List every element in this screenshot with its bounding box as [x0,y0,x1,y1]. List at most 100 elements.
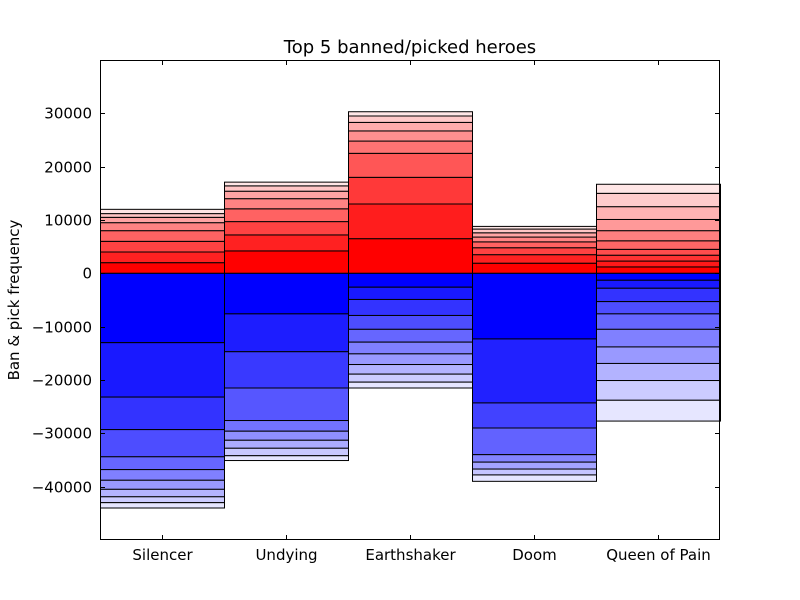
ban-segment [100,396,225,431]
ban-segment [348,381,473,389]
pick-segment [100,213,225,218]
pick-segment [596,240,721,250]
ban-segment [100,342,225,398]
ban-segment [348,298,473,316]
ban-segment [224,439,349,449]
x-tick-label: Silencer [132,546,193,564]
pick-segment [348,176,473,205]
pick-segment [472,262,597,274]
ban-segment [100,469,225,481]
ban-segment [100,502,225,509]
ban-segment [348,373,473,383]
pick-segment [596,192,721,208]
ban-segment [348,328,473,343]
pick-segment [224,221,349,236]
ban-segment [224,387,349,422]
ban-segment [224,351,349,389]
y-tick-label: 10000 [44,212,92,230]
y-tick-label: 30000 [44,105,92,123]
ban-segment [472,402,597,429]
pick-segment [100,240,225,253]
pick-segment [596,248,721,256]
pick-segment [100,251,225,264]
ban-segment [224,420,349,432]
ban-segment [100,456,225,471]
ban-segment [100,496,225,504]
x-tick-label: Doom [512,546,557,564]
ban-segment [472,338,597,404]
pick-segment [596,206,721,220]
pick-segment [596,218,721,232]
ban-segment [596,346,721,364]
ban-segment [348,314,473,330]
ban-segment [596,399,721,422]
ban-segment [472,272,597,340]
pick-segment [100,208,225,215]
pick-segment [596,183,721,194]
bars-layer [100,111,721,509]
ban-segment [100,479,225,490]
pick-segment [348,130,473,142]
ban-segment [472,427,597,456]
y-tick-label: 20000 [44,159,92,177]
ban-segment [348,341,473,355]
pick-segment [100,222,225,232]
x-axis: Silencer Undying Earthshaker Doom Queen of P… [132,60,711,564]
y-tick-label: 0 [82,265,92,283]
pick-segment [224,208,349,223]
ban-segment [596,380,721,401]
pick-segment [348,203,473,240]
pick-segment [472,228,597,234]
pick-segment [224,234,349,252]
ban-segment [596,287,721,303]
ban-segment [596,313,721,330]
ban-segment [224,455,349,462]
pick-segment [224,185,349,192]
y-axis-label: Ban & pick frequency [5,219,23,380]
ban-segment [348,272,473,288]
ban-segment [472,454,597,463]
y-axis: −40000 −30000 −20000 −10000 0 10000 20000 30000 [32,105,720,497]
pick-segment [224,190,349,200]
pick-segment [596,230,721,242]
pick-segment [100,262,225,274]
y-tick-label: −40000 [32,479,92,497]
ban-segment [472,461,597,470]
ban-segment [100,272,225,344]
ban-segment [224,447,349,457]
pick-segment [472,225,597,230]
x-tick-label: Earthshaker [365,546,456,564]
ban-segment [472,474,597,482]
ban-segment [596,328,721,348]
ban-segment [596,279,721,289]
x-tick-label: Queen of Pain [606,546,711,564]
ban-segment [348,364,473,375]
ban-segment [596,301,721,315]
pick-segment [348,238,473,274]
ban-segment [224,272,349,315]
pick-segment [348,115,473,123]
y-tick-label: −10000 [32,319,92,337]
pick-segment [348,121,473,132]
pick-segment [472,254,597,264]
x-tick-label: Undying [255,546,317,564]
pick-segment [596,254,721,262]
y-tick-label: −20000 [32,372,92,390]
pick-segment [596,266,721,274]
pick-segment [472,241,597,249]
ban-segment [224,430,349,441]
pick-segment [224,250,349,274]
ban-segment [100,429,225,458]
pick-segment [100,216,225,224]
chart-title: Top 5 banned/picked heroes [283,37,536,58]
pick-segment [472,232,597,238]
pick-segment [472,236,597,243]
ban-segment [348,353,473,366]
ban-segment [596,272,721,281]
ban-segment [224,313,349,353]
pick-segment [100,230,225,242]
y-tick-label: −30000 [32,425,92,443]
pick-segment [348,140,473,154]
ban-segment [472,468,597,476]
